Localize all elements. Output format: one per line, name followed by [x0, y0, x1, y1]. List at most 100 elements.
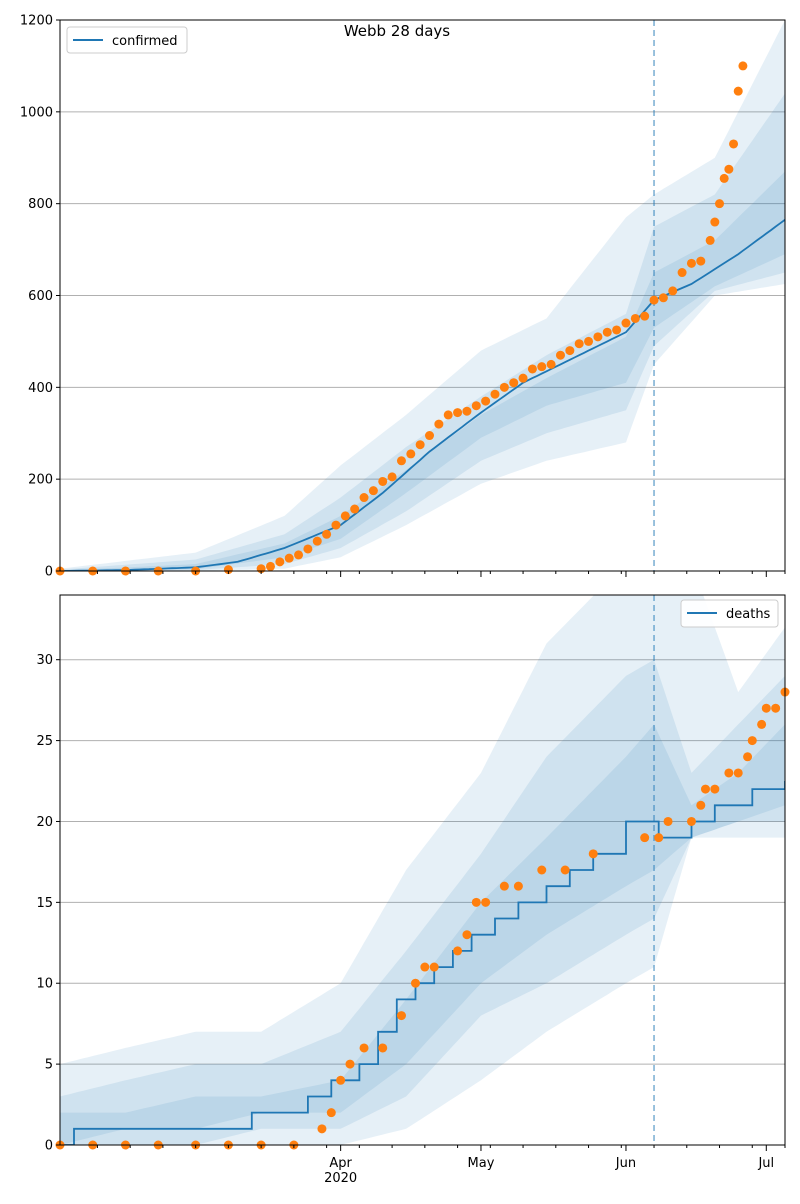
- observed-point: [612, 325, 622, 335]
- figure-title: Webb 28 days: [344, 22, 450, 40]
- observed-point: [434, 419, 444, 429]
- observed-point: [345, 1059, 355, 1069]
- observed-point: [705, 235, 715, 245]
- median-line: [60, 781, 785, 1145]
- observed-point: [481, 396, 491, 406]
- y-tick-label: 400: [28, 381, 53, 396]
- observed-point: [696, 256, 706, 266]
- uncertainty-band-2: [60, 659, 785, 1145]
- observed-point: [429, 962, 439, 972]
- observed-point: [710, 217, 720, 227]
- plot-area: [60, 595, 785, 1145]
- uncertainty-band-1: [60, 20, 785, 571]
- observed-point: [518, 373, 528, 383]
- observed-point: [471, 897, 481, 907]
- observed-point: [462, 406, 472, 416]
- observed-point: [663, 816, 673, 826]
- y-tick-label: 0: [45, 1139, 53, 1154]
- observed-point: [294, 550, 304, 560]
- observed-point: [527, 364, 537, 374]
- y-tick-label: 25: [36, 734, 53, 749]
- observed-point: [490, 389, 500, 399]
- y-tick-label: 800: [28, 197, 53, 212]
- observed-point: [378, 1043, 388, 1053]
- observed-point: [336, 1075, 346, 1085]
- observed-point: [658, 293, 668, 303]
- observed-point: [602, 327, 612, 337]
- observed-point: [303, 544, 313, 554]
- y-tick-label: 1000: [20, 105, 53, 120]
- observed-point: [738, 61, 748, 71]
- observed-point: [588, 849, 598, 859]
- observed-point: [715, 199, 725, 209]
- y-tick-label: 600: [28, 289, 53, 304]
- observed-point: [387, 472, 397, 482]
- observed-point: [640, 833, 650, 843]
- observed-point: [710, 784, 720, 794]
- observed-point: [640, 311, 650, 321]
- observed-point: [368, 486, 378, 496]
- observed-point: [265, 561, 275, 571]
- observed-point: [574, 339, 584, 349]
- observed-point: [630, 313, 640, 323]
- observed-point: [537, 865, 547, 875]
- observed-point: [509, 378, 519, 388]
- uncertainty-band-1: [60, 595, 785, 1145]
- observed-point: [686, 258, 696, 268]
- observed-point: [453, 408, 463, 418]
- x-tick-label: Jun: [615, 1156, 636, 1171]
- observed-point: [757, 719, 767, 729]
- observed-point: [621, 318, 631, 328]
- observed-point: [443, 410, 453, 420]
- observed-point: [223, 565, 233, 575]
- x-tick-label: May: [468, 1156, 495, 1171]
- observed-point: [761, 703, 771, 713]
- y-tick-label: 5: [45, 1058, 53, 1073]
- observed-point: [453, 946, 463, 956]
- observed-point: [322, 529, 332, 539]
- panel-confirmed: 0 200 400 600 800 1000 1200 confirmed: [20, 14, 786, 580]
- observed-point: [359, 493, 369, 503]
- observed-point: [649, 295, 659, 305]
- observed-point: [513, 881, 523, 891]
- observed-point: [724, 768, 734, 778]
- x-tick-label: Jul: [757, 1156, 774, 1171]
- observed-point: [410, 978, 420, 988]
- legend: confirmed: [66, 26, 188, 54]
- x-tick-label: Apr: [329, 1156, 352, 1171]
- observed-point: [499, 881, 509, 891]
- observed-point: [724, 164, 734, 174]
- y-tick-label: 30: [36, 653, 53, 668]
- y-tick-label: 10: [36, 977, 53, 992]
- observed-points: [55, 61, 748, 576]
- observed-point: [378, 476, 388, 486]
- observed-point: [350, 504, 360, 514]
- observed-point: [471, 401, 481, 411]
- observed-point: [654, 833, 664, 843]
- observed-point: [312, 536, 322, 546]
- observed-point: [565, 346, 575, 356]
- observed-point: [771, 703, 781, 713]
- observed-point: [275, 557, 285, 567]
- uncertainty-band-3: [60, 724, 785, 1145]
- observed-point: [555, 350, 565, 360]
- y-tick-label: 200: [28, 473, 53, 488]
- observed-point: [546, 359, 556, 369]
- observed-point: [719, 173, 729, 183]
- observed-point: [340, 511, 350, 521]
- observed-point: [668, 286, 678, 296]
- observed-point: [729, 139, 739, 149]
- legend-label: deaths: [726, 607, 771, 622]
- observed-point: [284, 553, 294, 563]
- observed-point: [462, 930, 472, 940]
- axes-frame: [59, 594, 786, 1146]
- observed-point: [696, 800, 706, 810]
- legend-box: [66, 26, 188, 54]
- observed-point: [396, 1011, 406, 1021]
- observed-point: [415, 440, 425, 450]
- observed-point: [326, 1108, 336, 1118]
- legend-label: confirmed: [112, 34, 178, 49]
- observed-point: [481, 897, 491, 907]
